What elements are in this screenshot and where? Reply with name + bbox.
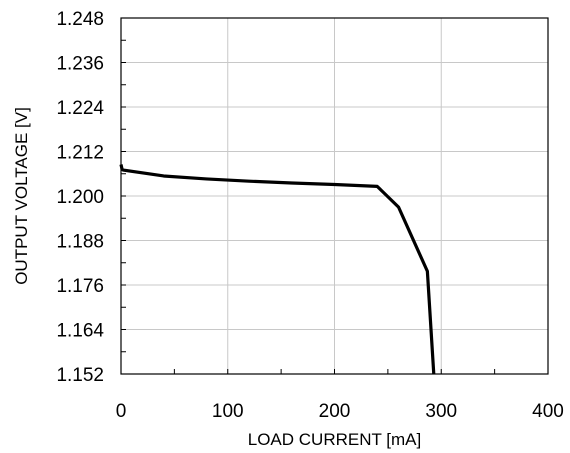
ticks: 0 100 200 300 400 1.152 1.164 1.176 1.188 1.200 1.…: [56, 9, 563, 422]
y-tick-label: 1.236: [56, 54, 104, 75]
x-tick-label: 300: [425, 401, 457, 422]
x-tick-label: 100: [212, 401, 244, 422]
series-line: [119, 164, 436, 375]
x-tick-label: 200: [319, 401, 351, 422]
series-layer: [119, 164, 436, 375]
y-axis-label: OUTPUT VOLTAGE [V]: [12, 107, 31, 285]
x-tick-label: 400: [532, 401, 564, 422]
y-tick-label: 1.200: [56, 187, 104, 208]
y-tick-label: 1.164: [56, 321, 104, 342]
x-tick-label: 0: [116, 401, 127, 422]
x-axis-label: LOAD CURRENT [mA]: [248, 430, 422, 449]
y-tick-label: 1.248: [56, 9, 104, 30]
y-tick-label: 1.212: [56, 143, 104, 164]
grid-lines: [121, 18, 548, 374]
y-tick-label: 1.188: [56, 232, 104, 253]
y-tick-label: 1.152: [56, 365, 104, 386]
y-tick-label: 1.224: [56, 98, 104, 119]
y-tick-label: 1.176: [56, 276, 104, 297]
